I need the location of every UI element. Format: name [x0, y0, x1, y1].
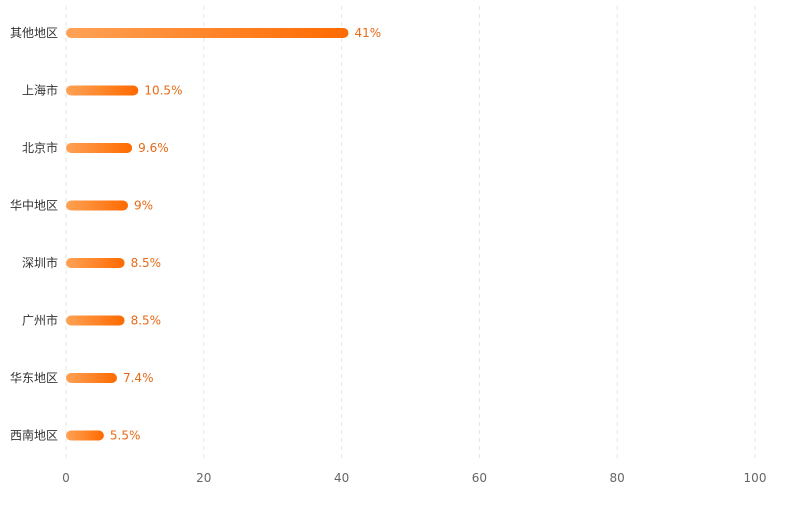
x-axis-ticks: 0 20 40 60 80 100 [62, 471, 766, 485]
x-tick-label: 20 [196, 471, 211, 485]
value-label: 9.6% [138, 141, 169, 155]
bar[interactable] [66, 315, 125, 326]
bar[interactable] [66, 373, 117, 383]
category-label: 广州市 [22, 313, 58, 328]
value-label: 41% [354, 26, 381, 40]
bar[interactable] [66, 28, 349, 38]
category-label: 华东地区 [10, 371, 58, 385]
category-label: 上海市 [22, 83, 58, 98]
bar-layer [66, 28, 349, 441]
category-label: 华中地区 [10, 198, 58, 213]
category-label: 西南地区 [10, 428, 58, 443]
value-label: 8.5% [131, 256, 162, 270]
category-label: 北京市 [22, 140, 58, 155]
bar[interactable] [66, 85, 139, 96]
value-label: 5.5% [110, 429, 140, 443]
bar[interactable] [66, 143, 133, 153]
x-tick-label: 80 [610, 471, 625, 485]
value-label: 7.4% [123, 371, 153, 385]
x-tick-label: 40 [334, 471, 349, 485]
bar[interactable] [66, 258, 125, 268]
x-tick-label: 60 [472, 471, 487, 485]
value-label: 9% [134, 199, 153, 213]
bar[interactable] [66, 200, 129, 211]
category-label: 其他地区 [10, 26, 58, 40]
value-label: 10.5% [144, 84, 182, 98]
category-label: 深圳市 [22, 255, 58, 270]
x-tick-label: 100 [744, 471, 767, 485]
bar[interactable] [66, 430, 104, 441]
label-layer: 其他地区 41% 上海市 10.5% 北京市 9.6% 华中地区 9% 深圳市 8.5% 广州市 8.… [10, 26, 381, 443]
value-label: 8.5% [131, 314, 162, 328]
x-tick-label: 0 [62, 471, 70, 485]
grid-layer [65, 6, 756, 462]
